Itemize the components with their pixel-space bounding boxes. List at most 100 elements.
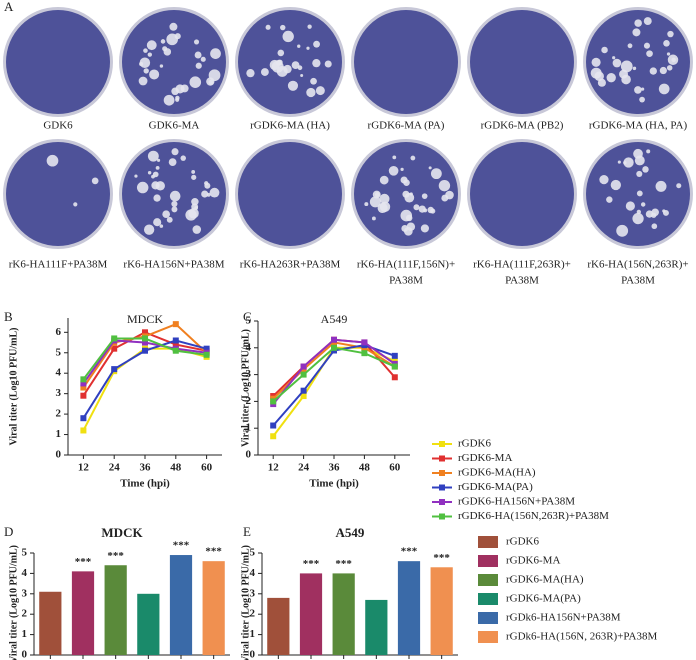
plaque	[300, 74, 304, 78]
point	[111, 345, 118, 352]
plaque	[153, 194, 161, 202]
plaque	[428, 166, 432, 170]
plaque	[139, 57, 151, 69]
y-tick-label: 4	[246, 341, 252, 353]
bar	[267, 597, 290, 655]
plaque	[632, 66, 637, 71]
plaque	[324, 60, 332, 68]
legend-swatch	[478, 555, 498, 567]
plaque	[168, 158, 177, 166]
point	[142, 339, 148, 346]
chart-title: MDCK	[127, 312, 163, 326]
x-tick-label: 12	[268, 462, 280, 474]
plaque	[208, 69, 221, 82]
plaque	[372, 190, 381, 199]
plaque	[371, 216, 376, 221]
y-tick-label: 3	[246, 368, 252, 380]
plaque	[143, 48, 148, 53]
chart-title: A549	[321, 312, 348, 326]
x-axis-label: Time (hpi)	[120, 478, 170, 490]
plaque	[282, 30, 294, 43]
plaque	[617, 160, 621, 164]
plaque	[315, 86, 325, 96]
plaque	[445, 190, 454, 200]
plaque	[594, 71, 604, 81]
plaque	[640, 87, 645, 91]
point	[111, 366, 118, 373]
y-tick-label: 5	[246, 315, 252, 327]
plaque	[400, 167, 404, 172]
plaque	[153, 218, 162, 227]
plate	[354, 10, 458, 114]
plate-label: rGDK6-MA (PA)	[368, 120, 445, 132]
plate-label: rK6-HA(111F,156N)+	[357, 259, 455, 271]
plaque	[421, 193, 428, 199]
plaque	[159, 64, 164, 68]
significance: ***	[401, 546, 418, 558]
plate-label: rGDK6-MA (HA, PA)	[589, 120, 688, 132]
plaque	[287, 80, 299, 91]
plaque	[430, 168, 442, 180]
point	[142, 329, 148, 336]
plaque	[646, 50, 653, 57]
plate	[122, 10, 226, 114]
plaque	[277, 49, 285, 57]
bar	[39, 591, 62, 655]
bar	[169, 555, 193, 655]
y-tick-label: 1	[22, 628, 28, 640]
plaque	[666, 65, 673, 71]
plaque	[392, 155, 397, 160]
plaque	[146, 40, 157, 51]
plaque	[667, 30, 674, 38]
plaque	[163, 94, 175, 106]
panel-label: A	[4, 0, 14, 14]
y-tick-label: 6	[56, 326, 62, 338]
plaque	[155, 165, 160, 170]
point	[80, 384, 87, 391]
x-tick-label: 60	[389, 462, 401, 474]
plaque	[194, 206, 198, 210]
plaque	[640, 202, 646, 207]
plaque	[169, 190, 181, 202]
legend-marker	[439, 513, 445, 520]
plaque	[659, 66, 667, 75]
point	[142, 335, 148, 342]
plaque	[134, 174, 138, 178]
plaque	[413, 204, 420, 211]
plaque	[636, 170, 643, 177]
plaque	[633, 148, 643, 159]
legend-marker	[439, 455, 445, 462]
bar	[365, 599, 388, 655]
panel-label: E	[243, 524, 251, 539]
point	[142, 347, 148, 354]
legend-swatch	[478, 593, 498, 605]
plaque	[430, 208, 436, 214]
plaque	[297, 65, 303, 71]
legend-swatch	[478, 631, 498, 643]
y-tick-label: 1	[246, 422, 252, 434]
legend-swatch	[478, 574, 498, 586]
plaque	[625, 201, 635, 211]
point	[203, 345, 210, 352]
plaque	[297, 44, 301, 48]
plaque	[658, 83, 670, 95]
plaque	[291, 61, 300, 70]
plate	[6, 142, 110, 246]
plaque	[400, 209, 413, 222]
plaque	[642, 166, 649, 173]
plate-label: rK6-HA(156N,263R)+	[587, 259, 688, 271]
bar	[332, 573, 355, 655]
y-tick-label: 4	[22, 567, 28, 579]
bar	[104, 565, 127, 655]
plaque	[663, 40, 670, 47]
plate-label: PA38M	[389, 275, 423, 287]
point	[300, 371, 307, 378]
point	[80, 392, 87, 399]
plaque	[620, 60, 633, 73]
plaque	[46, 154, 59, 167]
plaque	[175, 84, 185, 94]
plaque	[280, 24, 286, 31]
y-axis-label: Viral titer (Log10 PFU/mL)	[240, 545, 251, 660]
point	[80, 427, 87, 434]
significance: ***	[173, 540, 190, 552]
